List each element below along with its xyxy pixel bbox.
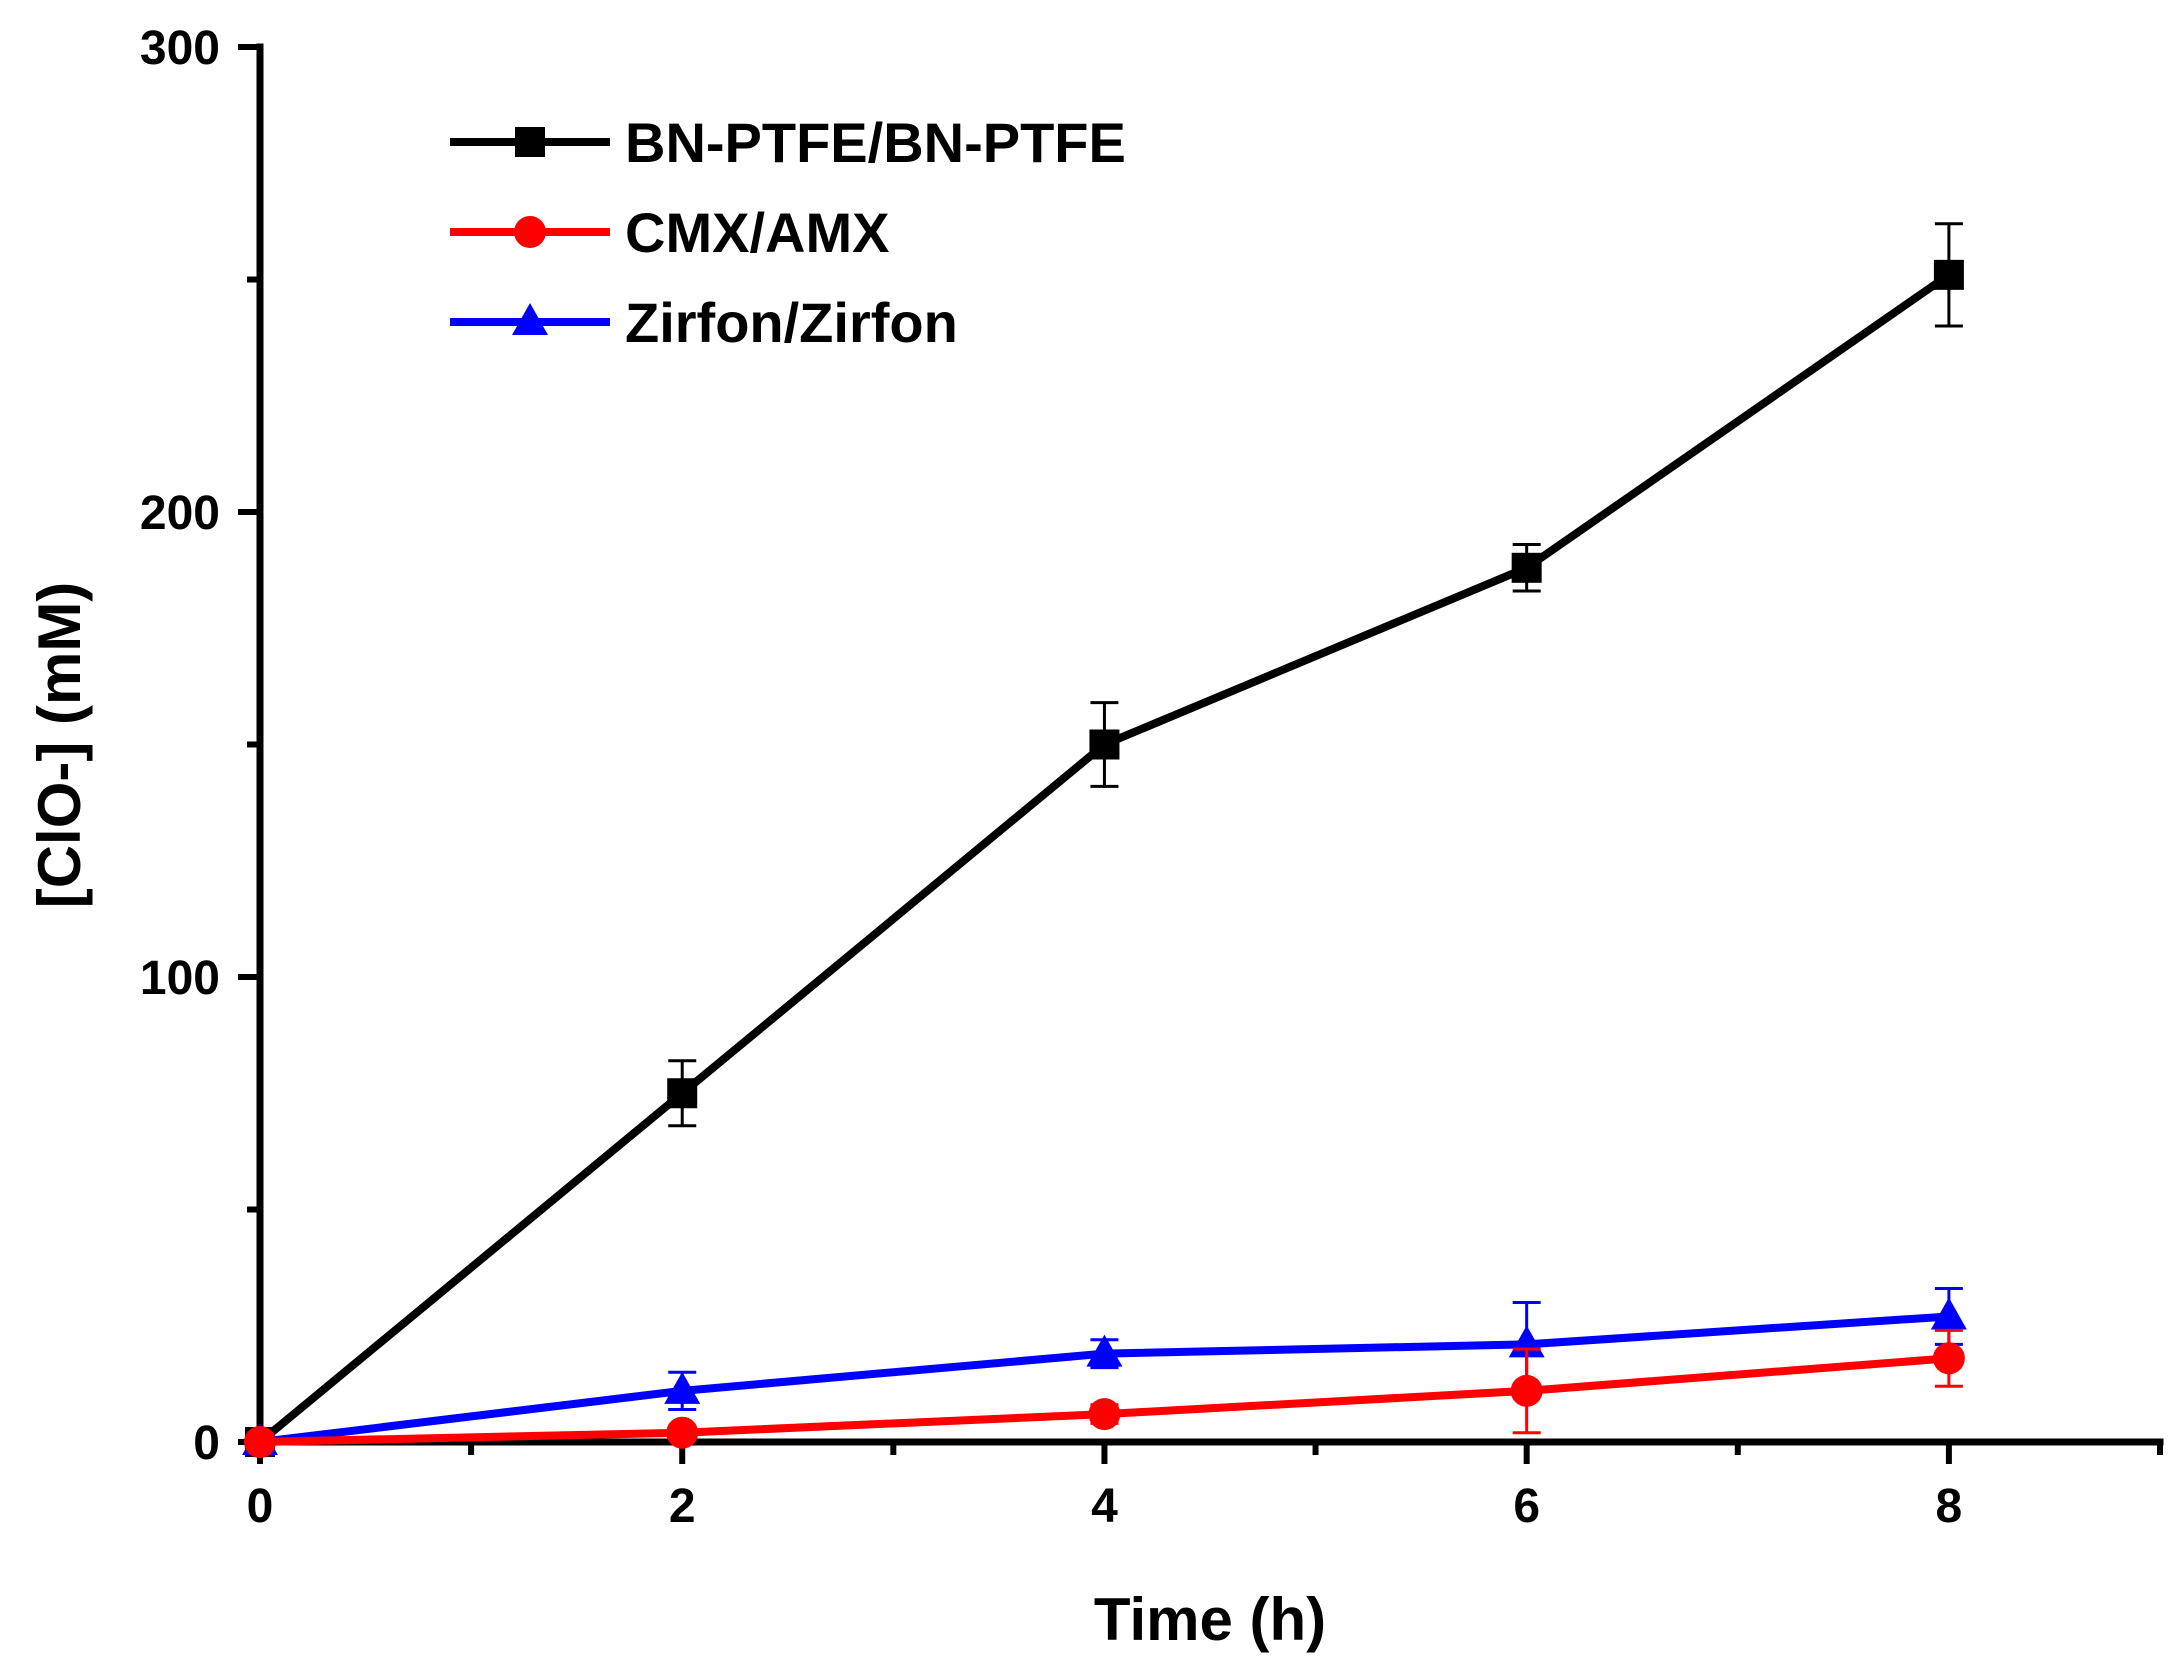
y-tick-label: 100 xyxy=(140,952,220,1005)
x-tick-label: 0 xyxy=(247,1480,274,1533)
tick-labels: 0 2 4 6 8 0 100 200 300 xyxy=(140,22,1962,1533)
legend-marker xyxy=(514,216,546,248)
series-layer xyxy=(242,222,1967,1458)
legend-entry-bn-ptfe-bn-ptfe: BN-PTFE/BN-PTFE xyxy=(450,111,1126,174)
data-point xyxy=(1089,729,1120,760)
x-axis-title: Time (h) xyxy=(1094,1586,1326,1653)
series-line-bn-ptfe-bn-ptfe xyxy=(257,271,1952,1446)
series-bn-ptfe-bn-ptfe xyxy=(245,222,1964,1457)
data-point xyxy=(1930,1297,1967,1330)
y-tick-label: 200 xyxy=(140,487,220,540)
data-point xyxy=(1511,552,1542,583)
y-tick-label: 300 xyxy=(140,22,220,75)
x-tick-label: 2 xyxy=(669,1480,696,1533)
data-point xyxy=(1510,1374,1543,1407)
data-point xyxy=(667,1078,698,1109)
data-point xyxy=(1933,259,1964,290)
series-cmx-amx xyxy=(244,1328,1965,1458)
x-tick-label: 8 xyxy=(1936,1480,1963,1533)
legend-label: BN-PTFE/BN-PTFE xyxy=(625,111,1126,174)
data-point xyxy=(1086,1334,1123,1367)
ticks xyxy=(238,44,2163,1464)
data-point xyxy=(664,1371,701,1404)
legend-label: CMX/AMX xyxy=(625,201,889,264)
legend: BN-PTFE/BN-PTFE CMX/AMX Zirfon/Zirfon xyxy=(450,111,1126,354)
data-point xyxy=(1932,1342,1965,1375)
x-tick-label: 6 xyxy=(1513,1480,1540,1533)
axes xyxy=(256,43,2164,1446)
legend-entry-cmx-amx: CMX/AMX xyxy=(450,201,889,264)
y-tick-label: 0 xyxy=(193,1417,220,1470)
legend-marker xyxy=(515,127,545,157)
data-point xyxy=(244,1426,276,1458)
legend-marker xyxy=(512,303,548,335)
x-tick-label: 4 xyxy=(1091,1480,1118,1533)
data-point xyxy=(1088,1398,1121,1431)
y-axis-title: [ClO-] (mM) xyxy=(26,582,93,909)
data-point xyxy=(666,1416,699,1449)
legend-entry-zirfon-zirfon: Zirfon/Zirfon xyxy=(450,291,958,354)
legend-label: Zirfon/Zirfon xyxy=(625,291,958,354)
